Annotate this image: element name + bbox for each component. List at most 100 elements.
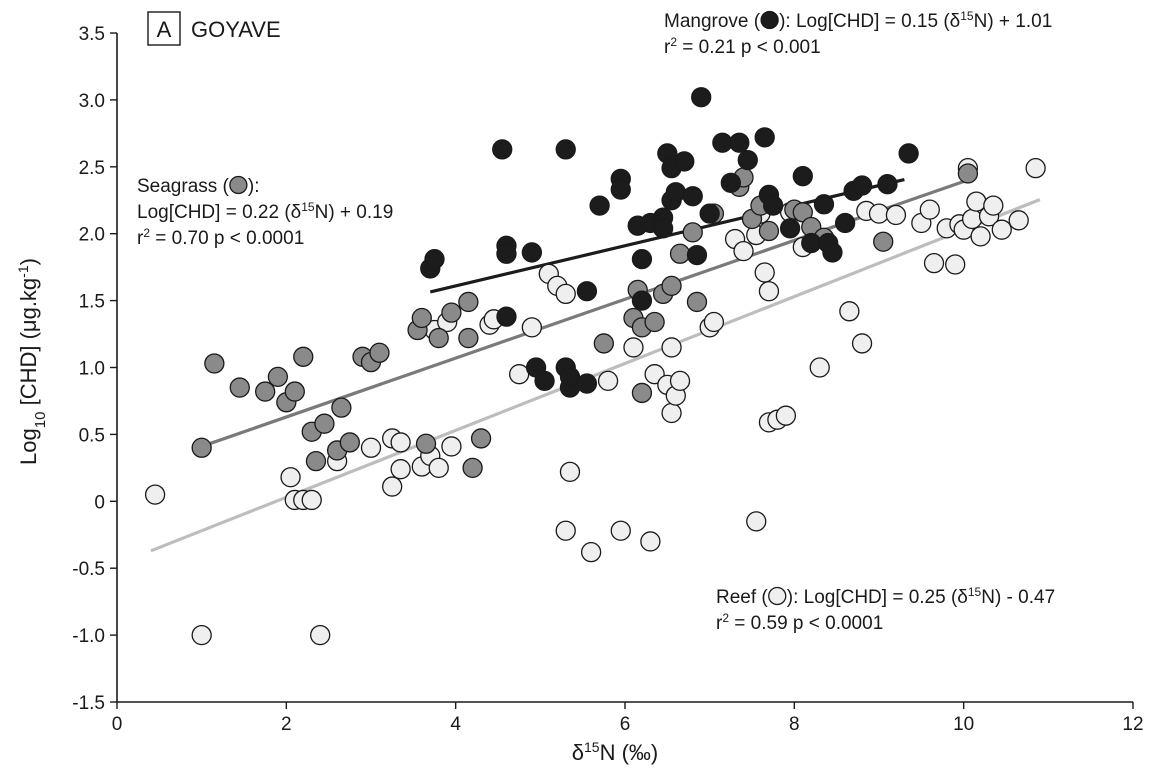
reef-point	[310, 624, 331, 646]
reef-point	[809, 357, 830, 378]
reef-point	[945, 254, 966, 275]
mangrove-annotation-line: Mangrove ( ): Log[CHD] = 0.15 (δ15N) + 1…	[664, 9, 1052, 32]
y-tick-label: 3.5	[79, 24, 105, 45]
mangrove-point	[496, 306, 517, 327]
axis-titles: δ15N (‰) Log10 [CHD] (μg.kg-1)	[15, 258, 658, 765]
mangrove-point	[576, 281, 598, 302]
reef-point	[301, 489, 322, 511]
mangrove-point	[754, 127, 775, 148]
mangrove-point	[699, 203, 720, 224]
ticks: -1.5 -1.0 -0.5 0 0.5 1.0 1.5 2.0 2.5 3.0 3.5 0 2 4 6 8 1…	[72, 24, 1143, 735]
panel-letter-box	[147, 11, 181, 46]
reef-point	[868, 203, 890, 224]
mangrove-point	[834, 212, 856, 234]
reef-point	[733, 240, 754, 262]
seagrass-point	[669, 243, 691, 264]
reef-point	[661, 337, 682, 358]
mangrove-point	[576, 373, 598, 394]
reef-point	[754, 262, 775, 283]
mangrove-point	[712, 132, 733, 153]
seagrass-point	[229, 377, 250, 398]
x-tick-label: 0	[112, 714, 123, 735]
panel-site-label: GOYAVE	[191, 17, 281, 42]
x-axis-title: δ15N (‰)	[572, 739, 658, 765]
reef-point	[661, 402, 682, 424]
y-tick-label: 0	[94, 492, 105, 513]
reef-point	[923, 252, 945, 274]
seagrass-point	[458, 327, 479, 349]
mangrove-point	[813, 194, 835, 215]
mangrove-point	[691, 87, 712, 108]
reef-point	[441, 436, 462, 457]
mangrove-point	[534, 370, 555, 392]
seagrass-point	[415, 433, 437, 454]
seagrass-point	[441, 302, 462, 323]
seagrass-point	[411, 307, 432, 329]
seagrass-point	[314, 413, 335, 434]
seagrass-annotation-line: r2 = 0.70 p < 0.0001	[137, 226, 304, 249]
mangrove-point	[674, 151, 695, 172]
seagrass-point	[458, 291, 479, 313]
mangrove-point	[720, 172, 741, 194]
reef-point	[669, 370, 691, 392]
seagrass-point	[758, 220, 780, 242]
seagrass-point	[957, 163, 979, 184]
y-tick-label: 2.0	[79, 225, 105, 246]
reef-point	[597, 370, 619, 392]
reef-annotation-line: Reef ( ): Log[CHD] = 0.25 (δ15N) - 0.47	[716, 585, 1055, 608]
reef-point	[758, 281, 780, 302]
mangrove-point	[631, 248, 653, 270]
reef-point	[839, 301, 860, 322]
reef-point	[983, 195, 1004, 216]
reef-point	[144, 484, 166, 505]
x-tick-label: 10	[953, 714, 974, 735]
seagrass-point	[204, 353, 225, 374]
reef-point	[961, 208, 983, 230]
reef-point	[509, 364, 530, 385]
mangrove-point	[496, 243, 517, 264]
mangrove-point	[555, 139, 576, 160]
y-tick-label: 2.5	[79, 158, 105, 179]
y-tick-label: -0.5	[72, 559, 105, 580]
mangrove-point	[822, 242, 843, 263]
reef-point	[580, 541, 602, 563]
reef-point	[851, 333, 873, 354]
seagrass-point	[255, 381, 276, 402]
mangrove-point	[631, 290, 653, 311]
mangrove-point	[589, 195, 610, 216]
reef-point	[191, 624, 212, 646]
mangrove-point	[682, 186, 703, 207]
seagrass-point	[305, 451, 327, 472]
reef-point	[555, 283, 576, 305]
seagrass-point	[267, 366, 289, 388]
mangrove-point	[559, 366, 581, 388]
reef-point	[991, 219, 1012, 240]
seagrass-point	[369, 342, 390, 363]
reef-point	[610, 520, 631, 541]
seagrass-point	[686, 291, 708, 313]
seagrass-annotation-line: Log[CHD] = 0.22 (δ15N) + 0.19	[137, 200, 393, 223]
seagrass-legend-marker	[229, 175, 248, 195]
reef-point	[390, 432, 411, 453]
x-tick-label: 6	[620, 714, 631, 735]
reef-point	[390, 459, 411, 480]
reef-point	[703, 311, 725, 333]
seagrass-point	[331, 397, 352, 418]
mangrove-legend-marker	[760, 10, 779, 30]
reef-point	[521, 317, 543, 338]
y-tick-label: 0.5	[79, 425, 105, 446]
reef-point	[360, 437, 382, 458]
mangrove-point	[610, 179, 631, 200]
reef-point	[885, 204, 907, 226]
y-tick-label: 1.5	[79, 292, 105, 313]
mangrove-point	[851, 175, 873, 196]
data-points	[144, 87, 1046, 646]
seagrass-point	[462, 457, 483, 479]
reef-annotation-line: r2 = 0.59 p < 0.0001	[716, 611, 883, 634]
y-tick-label: -1.0	[72, 626, 105, 647]
mangrove-point	[779, 218, 801, 239]
y-tick-label: -1.5	[72, 693, 105, 714]
seagrass-point	[339, 432, 360, 453]
y-axis-title: Log10 [CHD] (μg.kg-1)	[15, 258, 49, 465]
